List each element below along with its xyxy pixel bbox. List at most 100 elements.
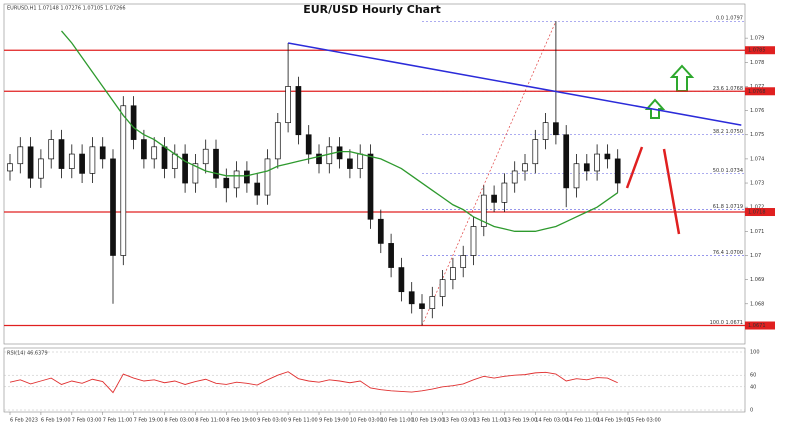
symbol-info: EURUSD,H1 1.07148 1.07276 1.07105 1.0726… bbox=[7, 6, 126, 12]
candle-body bbox=[274, 122, 281, 160]
level-label: 1.0671 bbox=[748, 323, 766, 329]
candle-body bbox=[58, 139, 65, 169]
chart-title: EUR/USD Hourly Chart bbox=[303, 3, 441, 16]
candle-body bbox=[192, 163, 199, 184]
x-tick-label: 6 Feb 2023 bbox=[10, 418, 38, 424]
rsi-tick-label: 40 bbox=[750, 384, 756, 390]
candle-body bbox=[7, 163, 13, 172]
candle-body bbox=[377, 218, 384, 244]
fib-label: 50.0 1.0734 bbox=[713, 168, 743, 174]
x-tick-label: 7 Feb 19:00 bbox=[134, 418, 164, 424]
candle-body bbox=[244, 170, 250, 184]
x-tick-label: 13 Feb 11:00 bbox=[474, 418, 507, 424]
x-tick-label: 14 Feb 11:00 bbox=[566, 418, 599, 424]
candle-body bbox=[316, 153, 322, 165]
x-tick-label: 7 Feb 03:00 bbox=[72, 418, 102, 424]
y-tick-label: 1.074 bbox=[750, 156, 764, 162]
candle-body bbox=[171, 153, 178, 169]
candle-body bbox=[285, 86, 291, 124]
candle-body bbox=[213, 148, 219, 179]
rsi-frame bbox=[3, 347, 746, 413]
x-tick-label: 15 Feb 03:00 bbox=[628, 418, 661, 424]
candle-body bbox=[408, 291, 415, 305]
candle-body bbox=[336, 146, 343, 160]
candle-body bbox=[68, 153, 75, 169]
moving-average bbox=[61, 30, 619, 232]
x-tick-label: 7 Feb 11:00 bbox=[103, 418, 133, 424]
y-tick-label: 1.072 bbox=[750, 205, 764, 211]
x-tick-label: 10 Feb 03:00 bbox=[350, 418, 383, 424]
rsi-label: RSI(14) 46.6379 bbox=[7, 351, 48, 357]
level-label: 1.0718 bbox=[748, 210, 766, 216]
candle-body bbox=[89, 146, 96, 174]
candle-body bbox=[130, 105, 137, 140]
x-tick-label: 8 Feb 03:00 bbox=[165, 418, 195, 424]
y-tick-label: 1.078 bbox=[750, 60, 764, 66]
fib-label: 76.4 1.0700 bbox=[713, 250, 743, 256]
candle-body bbox=[532, 139, 539, 165]
candle-body bbox=[419, 303, 425, 309]
candle-body bbox=[254, 182, 261, 196]
candle-body bbox=[573, 163, 580, 189]
candle-body bbox=[439, 279, 446, 297]
candle-body bbox=[398, 267, 405, 293]
red-stroke bbox=[662, 148, 681, 235]
y-tick-label: 1.079 bbox=[750, 36, 764, 42]
candle-body bbox=[223, 177, 230, 189]
fib-label: 61.8 1.0719 bbox=[713, 204, 743, 210]
candle-body bbox=[182, 153, 188, 184]
rsi-tick-label: 0 bbox=[750, 408, 753, 414]
candle-body bbox=[120, 105, 127, 256]
level-tag bbox=[745, 208, 775, 217]
candle-body bbox=[264, 158, 271, 196]
candle-body bbox=[151, 146, 158, 160]
main-frame bbox=[3, 3, 746, 345]
candle-body bbox=[470, 226, 477, 256]
candle-body bbox=[202, 148, 209, 165]
x-tick-label: 10 Feb 11:00 bbox=[381, 418, 414, 424]
x-tick-label: 9 Feb 11:00 bbox=[288, 418, 318, 424]
y-tick-label: 1.076 bbox=[750, 108, 764, 114]
y-tick-label: 1.077 bbox=[750, 84, 764, 90]
level-label: 1.0785 bbox=[748, 48, 766, 54]
x-tick-label: 9 Feb 19:00 bbox=[319, 418, 349, 424]
level-label: 1.0768 bbox=[748, 89, 766, 95]
candle-body bbox=[347, 158, 353, 169]
y-tick-label: 1.075 bbox=[750, 132, 764, 138]
candle-body bbox=[48, 139, 55, 160]
candle-body bbox=[542, 122, 549, 140]
candle-body bbox=[501, 182, 508, 203]
candle-body bbox=[511, 170, 518, 184]
fib-label: 100.0 1.0671 bbox=[710, 320, 743, 326]
x-tick-label: 14 Feb 19:00 bbox=[597, 418, 630, 424]
candle-body bbox=[563, 134, 570, 189]
x-tick-label: 13 Feb 03:00 bbox=[443, 418, 476, 424]
x-tick-label: 13 Feb 19:00 bbox=[504, 418, 537, 424]
candle-body bbox=[604, 153, 611, 160]
y-tick-label: 1.07 bbox=[750, 253, 761, 259]
candle-body bbox=[295, 86, 302, 136]
candle-body bbox=[99, 146, 106, 160]
rsi-tick-label: 100 bbox=[750, 350, 760, 356]
candle-body bbox=[553, 122, 559, 136]
candle-body bbox=[17, 146, 24, 165]
x-tick-label: 8 Feb 19:00 bbox=[226, 418, 256, 424]
candle-body bbox=[141, 139, 147, 160]
x-tick-label: 14 Feb 03:00 bbox=[535, 418, 568, 424]
red-stroke bbox=[625, 146, 644, 189]
candle-body bbox=[583, 163, 590, 172]
candle-body bbox=[27, 146, 34, 179]
level-tag bbox=[745, 87, 775, 96]
level-tag bbox=[745, 46, 775, 55]
fib-label: 38.2 1.0750 bbox=[713, 129, 743, 135]
candle-body bbox=[460, 255, 467, 268]
y-tick-label: 1.068 bbox=[750, 301, 764, 307]
candle-body bbox=[357, 153, 364, 169]
fib-label: 0.0 1.0797 bbox=[716, 16, 743, 22]
trendline bbox=[287, 42, 742, 126]
candle-body bbox=[38, 158, 44, 179]
candle-body bbox=[429, 296, 436, 309]
candle-body bbox=[614, 158, 621, 184]
candle-body bbox=[522, 163, 528, 172]
